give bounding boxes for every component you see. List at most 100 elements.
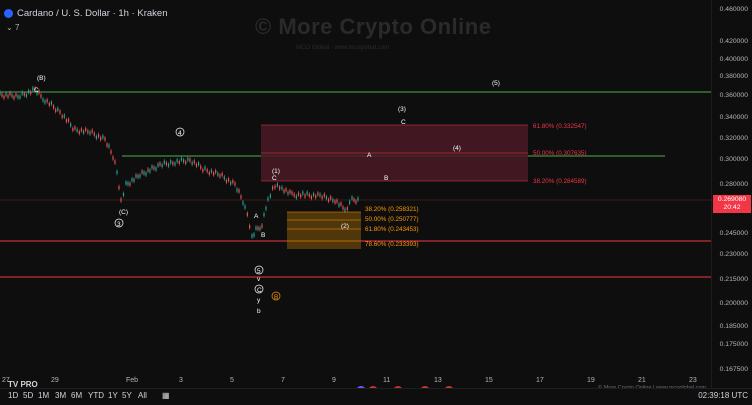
wave-circle-5: [254, 265, 264, 275]
clock[interactable]: 02:39:18 UTC: [698, 391, 748, 400]
candle-body: [306, 191, 308, 195]
candle-body: [221, 172, 223, 176]
candle-body: [141, 170, 143, 174]
candle-body: [223, 176, 225, 180]
wave-label-A1: A: [254, 213, 259, 220]
candle-body: [304, 194, 306, 198]
candle-body: [38, 90, 40, 94]
price-tick: 0.400000: [719, 56, 748, 63]
candle-body: [153, 166, 155, 170]
candle-body: [174, 162, 176, 166]
range-button-3m[interactable]: 3M: [55, 391, 67, 400]
range-button-5y[interactable]: 5Y: [122, 391, 132, 400]
candle-body: [82, 130, 85, 134]
price-tick: 0.185000: [719, 323, 748, 330]
range-button-5d[interactable]: 5D: [23, 391, 34, 400]
candle-body: [193, 160, 195, 164]
candle-body: [55, 109, 57, 113]
candle-body: [63, 114, 65, 118]
symbol-title[interactable]: Cardano / U. S. Dollar · 1h · Kraken: [17, 8, 168, 19]
price-chart[interactable]: 61.80% (0.332547) 50.00% (0.307635) 38.2…: [0, 0, 752, 388]
watermark-title: © More Crypto Online: [255, 14, 492, 39]
price-tick: 0.200000: [719, 300, 748, 307]
candle-body: [269, 194, 271, 198]
range-button-6m[interactable]: 6M: [71, 391, 83, 400]
candle-body: [340, 202, 342, 206]
range-button-1y[interactable]: 1Y: [108, 391, 118, 400]
candle-body: [263, 213, 265, 217]
calendar-icon[interactable]: ▦: [162, 391, 170, 400]
chart-header[interactable]: Cardano / U. S. Dollar · 1h · Kraken: [4, 8, 167, 19]
candle-body: [3, 95, 5, 99]
range-button-all[interactable]: All: [138, 391, 147, 400]
candle-body: [65, 119, 68, 123]
candle-body: [78, 131, 80, 135]
price-tick: 0.320000: [719, 135, 748, 142]
candle-body: [74, 126, 76, 130]
candle-body: [189, 158, 191, 162]
fib-lower-618: 61.80% (0.243453): [365, 226, 419, 233]
time-tick: 29: [51, 377, 59, 384]
candle-body: [300, 194, 302, 198]
price-axis[interactable]: [711, 0, 752, 390]
candle-body: [11, 94, 13, 98]
candle-body: [89, 131, 91, 135]
candle-body: [274, 185, 276, 189]
candle-body: [9, 92, 11, 95]
wave-label-2: (2): [341, 223, 349, 230]
wave-label-C-paren: (C): [119, 209, 128, 216]
candle-body: [293, 193, 295, 197]
wave-label-C-top: C: [34, 87, 39, 94]
wave-label-4-circ: 4: [178, 130, 182, 137]
chevron-down-icon: ⌄: [6, 23, 13, 32]
candle-body: [327, 198, 330, 202]
time-tick: 19: [587, 377, 595, 384]
candle-body: [287, 191, 289, 195]
fib-lower-382: 38.20% (0.258321): [365, 206, 419, 213]
wave-label-5-circ: 5: [257, 268, 261, 275]
candle-body: [338, 203, 340, 207]
time-tick: 3: [179, 377, 183, 384]
wave-label-5-paren: (5): [492, 80, 500, 87]
candle-body: [204, 166, 206, 170]
candle-body: [127, 182, 129, 186]
candle-body: [182, 159, 185, 163]
candle-body: [5, 92, 7, 96]
candle-body: [261, 224, 263, 228]
watermark-subtitle: MCO Global · www.mcoglobal.com: [296, 45, 390, 51]
candle-body: [242, 201, 244, 205]
candle-body: [135, 174, 137, 178]
range-button-1m[interactable]: 1M: [38, 391, 50, 400]
time-tick: 11: [383, 377, 391, 384]
candle-body: [206, 169, 208, 173]
wave-circle-B-orange: [271, 291, 281, 301]
candle-body: [255, 226, 257, 230]
candle-body: [104, 137, 106, 141]
fib-upper-382: 38.20% (0.284589): [533, 178, 587, 185]
candle-body: [151, 165, 153, 169]
candle-body: [15, 93, 17, 97]
indicator-toggle[interactable]: ⌄ 7: [6, 23, 19, 32]
bar-countdown: 20:42: [723, 204, 741, 211]
candle-body: [40, 94, 42, 98]
candle-body: [176, 159, 178, 163]
candle-body: [70, 123, 72, 127]
candle-body: [265, 206, 267, 210]
price-tick: 0.300000: [719, 156, 748, 163]
wave-label-3-paren: (3): [398, 106, 406, 113]
range-button-ytd[interactable]: YTD: [88, 391, 104, 400]
candle-body: [32, 87, 34, 91]
candle-body: [191, 161, 193, 165]
candle-body: [246, 212, 248, 216]
candle-body: [17, 95, 19, 99]
candle-body: [159, 162, 161, 166]
candle-body: [44, 100, 46, 104]
candle-body: [106, 143, 108, 147]
range-button-1d[interactable]: 1D: [8, 391, 19, 400]
candle-body: [100, 137, 102, 141]
time-tick: 27: [2, 377, 10, 384]
candle-body: [336, 199, 338, 203]
price-tick: 0.340000: [719, 114, 748, 121]
price-tick: 0.167500: [719, 366, 748, 373]
candle-body: [178, 160, 180, 164]
